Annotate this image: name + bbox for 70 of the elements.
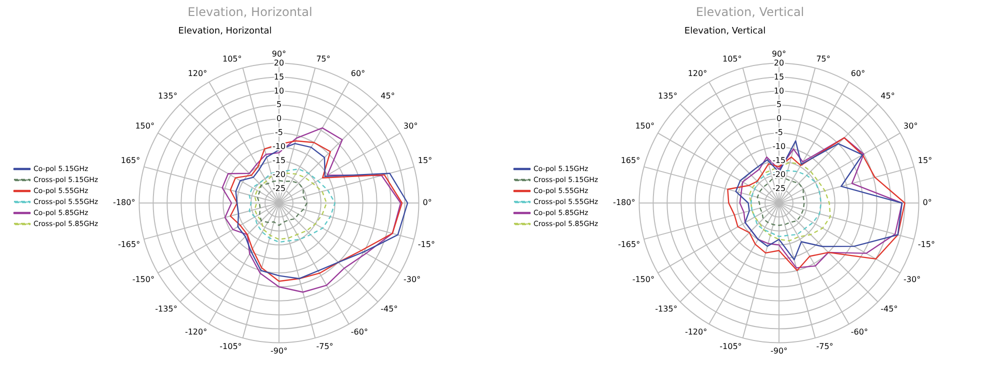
spoke-label: 135° <box>158 92 178 101</box>
y-tick-label: 5 <box>276 100 282 110</box>
y-tick-label: -10 <box>772 142 786 152</box>
chart-title: Elevation, Horizontal <box>186 4 314 21</box>
y-tick-label: -5 <box>775 128 783 138</box>
y-tick-label: 20 <box>774 58 784 68</box>
y-tick-label: 10 <box>274 86 284 96</box>
chart-title: Elevation, Vertical <box>694 4 806 21</box>
spoke-label: -105° <box>220 342 242 351</box>
spoke-label: 15° <box>918 156 932 166</box>
spoke-label: -180° <box>613 198 636 208</box>
spoke-label: 105° <box>722 54 742 64</box>
spoke-label: 120° <box>688 68 708 78</box>
spoke-label: -45° <box>880 304 898 314</box>
spoke-label: -120° <box>684 327 708 336</box>
spoke-label: -150° <box>632 274 654 284</box>
spoke-label: 165° <box>120 156 140 166</box>
y-tick-label: -25 <box>772 184 786 194</box>
spoke-label: 15° <box>418 156 432 166</box>
y-tick-label: 0 <box>776 114 782 124</box>
spoke-label: 30° <box>404 121 418 130</box>
spoke-label: -30° <box>404 274 421 284</box>
spoke-label: -135° <box>155 304 178 314</box>
chart-subtitle: Elevation, Vertical <box>684 26 766 37</box>
spoke-label: -60° <box>350 327 368 336</box>
spoke-label: 135° <box>658 92 678 101</box>
y-tick-label: 5 <box>776 100 782 110</box>
spoke-label: -105° <box>720 342 742 351</box>
chart-subtitle: Elevation, Horizontal <box>178 26 272 37</box>
spoke-label: -90° <box>770 346 788 356</box>
spoke-label: -120° <box>184 327 208 336</box>
spoke-label: 75° <box>316 54 330 64</box>
spoke-label: -150° <box>132 274 154 284</box>
spoke-label: -165° <box>118 240 140 250</box>
spoke-label: -30° <box>904 274 921 284</box>
spoke-label: -60° <box>850 327 868 336</box>
spoke-label: -45° <box>380 304 398 314</box>
y-tick-label: -5 <box>275 128 283 138</box>
spoke-label: 45° <box>880 92 895 101</box>
spoke-label: 60° <box>850 68 866 78</box>
y-tick-label: -25 <box>272 184 286 194</box>
spoke-label: -75° <box>816 342 834 351</box>
y-tick-label: 20 <box>274 58 284 68</box>
y-tick-label: 10 <box>774 86 784 96</box>
y-tick-label: -15 <box>272 156 286 166</box>
spoke-label: -15° <box>418 240 435 250</box>
y-tick-label: 15 <box>774 72 784 82</box>
spoke-label: 150° <box>135 121 154 130</box>
spoke-label: -90° <box>270 346 288 356</box>
spoke-label: 30° <box>904 121 918 130</box>
spoke-label: -135° <box>655 304 678 314</box>
spoke-label: 105° <box>222 54 242 64</box>
spoke-label: 165° <box>620 156 640 166</box>
spoke-label: 150° <box>635 121 654 130</box>
spoke-label: -75° <box>316 342 334 351</box>
spoke-label: 75° <box>816 54 830 64</box>
y-tick-label: 0 <box>276 114 282 124</box>
spoke-label: -15° <box>918 240 935 250</box>
y-tick-label: -15 <box>772 156 786 166</box>
spoke-label: -165° <box>618 240 640 250</box>
spoke-label: 0° <box>422 198 432 208</box>
spoke-label: -180° <box>113 198 136 208</box>
y-tick-label: -20 <box>772 170 786 180</box>
spoke-label: 60° <box>350 68 366 78</box>
spoke-label: 120° <box>188 68 208 78</box>
y-tick-label: 15 <box>274 72 284 82</box>
spoke-label: 0° <box>922 198 932 208</box>
spoke-label: 90° <box>272 49 286 58</box>
spoke-label: 90° <box>772 49 786 58</box>
spoke-label: 45° <box>380 92 395 101</box>
